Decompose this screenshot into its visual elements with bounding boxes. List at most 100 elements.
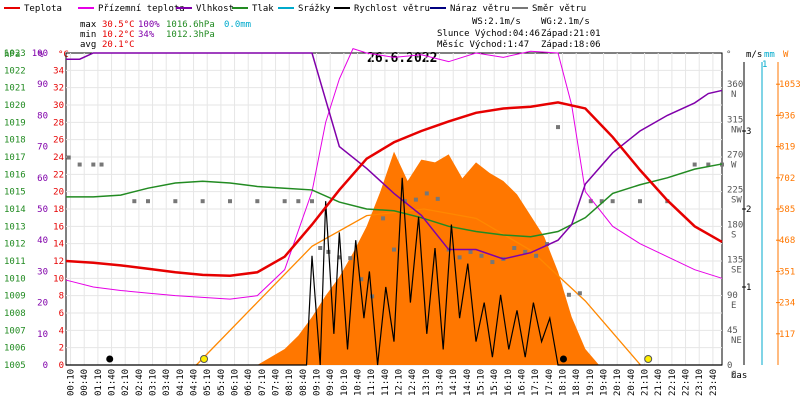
compass-label: N [731, 90, 736, 100]
pressure-tick-label: 1020 [4, 101, 26, 111]
stat-max-hum: 100% [138, 20, 160, 30]
direction-point [77, 162, 82, 167]
compass-label: E [731, 301, 736, 311]
pressure-tick-label: 1010 [4, 274, 26, 284]
time-tick-label: 06:40 [244, 369, 254, 396]
time-tick-label: 19:40 [600, 369, 610, 396]
stats-block: max 30.5°C 100% 1016.6hPa 0.0mm min 10.2… [80, 20, 251, 50]
direction-point [228, 199, 232, 204]
direction-point [337, 255, 342, 260]
time-tick-label: 13:40 [436, 369, 446, 396]
compass-label: SE [731, 266, 742, 276]
direction-point [392, 247, 396, 252]
time-tick-label: 09:10 [313, 369, 323, 396]
direction-point [556, 125, 560, 130]
axis-header-hpa: hPa [4, 50, 20, 60]
wind-tick-label: 3 [746, 127, 751, 137]
wind-tick-label: 1 [746, 283, 751, 293]
humidity-tick-label: 50 [37, 205, 48, 215]
humidity-tick-label: 20 [37, 299, 48, 309]
time-tick-label: 10:40 [354, 369, 364, 396]
direction-tick-label: 360 [727, 80, 743, 90]
temperature-tick-label: 20 [53, 188, 64, 198]
time-tick-label: 19:10 [586, 369, 596, 396]
direction-point [577, 291, 582, 296]
time-tick-label: 04:10 [176, 369, 186, 396]
direction-point [490, 260, 495, 265]
axis-header-ms: m/s [746, 50, 762, 60]
time-tick-label: 18:40 [572, 369, 582, 396]
pressure-tick-label: 1007 [4, 326, 26, 336]
direction-tick-label: 45 [727, 326, 738, 336]
time-tick-label: 07:40 [272, 369, 282, 396]
solar-tick-label: 702 [779, 174, 795, 184]
direction-tick-label: 0 [727, 361, 732, 371]
axis-header-w: W [783, 50, 789, 60]
sun-elevation-line [195, 208, 642, 366]
direction-point [282, 199, 287, 204]
legend-label: Teplota [24, 4, 62, 14]
direction-point [706, 162, 711, 167]
axis-header-pct: % [38, 50, 44, 60]
temperature-tick-label: 0 [59, 361, 64, 371]
direction-tick-label: 90 [727, 291, 738, 301]
temperature-tick-label: 4 [59, 326, 64, 336]
stat-avg-label: avg [80, 40, 96, 50]
sunset-marker [644, 355, 653, 363]
stat-min-press: 1012.3hPa [166, 30, 215, 40]
stat-max-press: 1016.6hPa [166, 20, 215, 30]
compass-label: W [731, 160, 737, 170]
wind-speed-line [66, 177, 722, 366]
time-tick-label: 13:10 [422, 369, 432, 396]
legend-label: Přízemní teplota [98, 4, 185, 14]
pressure-tick-label: 1013 [4, 222, 26, 232]
direction-point [91, 162, 96, 167]
axis-header-degc: °C [58, 50, 69, 60]
direction-point [512, 246, 517, 250]
ground-temperature-line [65, 48, 723, 300]
time-tick-label: 02:10 [121, 369, 131, 396]
time-tick-label: 01:40 [108, 369, 118, 396]
pressure-tick-label: 1009 [4, 292, 26, 302]
pressure-tick-label: 1023 [4, 49, 26, 59]
humidity-tick-label: 40 [37, 236, 48, 246]
sunrise-marker [200, 355, 209, 363]
legend: Teplota Přízemní teplota Vlhkost Tlak Srážky… [4, 4, 586, 14]
time-tick-label: 01:10 [94, 369, 104, 396]
solar-radiation-area [257, 151, 599, 365]
info-ws: WS:2.1m/s [472, 17, 521, 27]
time-tick-label: 16:10 [504, 369, 514, 396]
time-tick-label: 18:10 [559, 369, 569, 396]
time-tick-label: 02:40 [135, 369, 145, 396]
humidity-tick-label: 60 [37, 174, 48, 184]
humidity-tick-label: 90 [37, 80, 48, 90]
direction-point [296, 199, 301, 204]
direction-point [146, 199, 150, 204]
axis-header-mm: mm [764, 50, 775, 60]
temperature-tick-label: 10 [53, 274, 64, 284]
time-tick-label: 22:10 [668, 369, 678, 396]
direction-point [132, 199, 137, 204]
time-tick-label: 15:10 [477, 369, 487, 396]
time-tick-label: 03:10 [149, 369, 159, 396]
legend-label: Srážky [298, 4, 331, 14]
time-tick-label: 08:10 [285, 369, 295, 396]
pressure-tick-label: 1012 [4, 240, 26, 250]
time-tick-label: 12:40 [408, 369, 418, 396]
temperature-tick-label: 18 [53, 205, 64, 215]
time-tick-label: 23:40 [709, 369, 719, 396]
solar-tick-label: 585 [779, 205, 795, 215]
compass-label: SW [731, 196, 742, 206]
time-tick-label: 09:40 [326, 369, 336, 396]
direction-point [545, 242, 550, 247]
temperature-tick-label: 30 [53, 101, 64, 111]
moonrise-marker [106, 355, 114, 363]
stat-max-label: max [80, 20, 97, 30]
pressure-tick-label: 1018 [4, 136, 26, 146]
solar-tick-label: 936 [779, 111, 795, 121]
time-axis-label: čas [731, 370, 747, 381]
direction-point [318, 246, 323, 250]
direction-tick-label: 270 [727, 150, 743, 160]
time-tick-label: 06:10 [231, 369, 241, 396]
